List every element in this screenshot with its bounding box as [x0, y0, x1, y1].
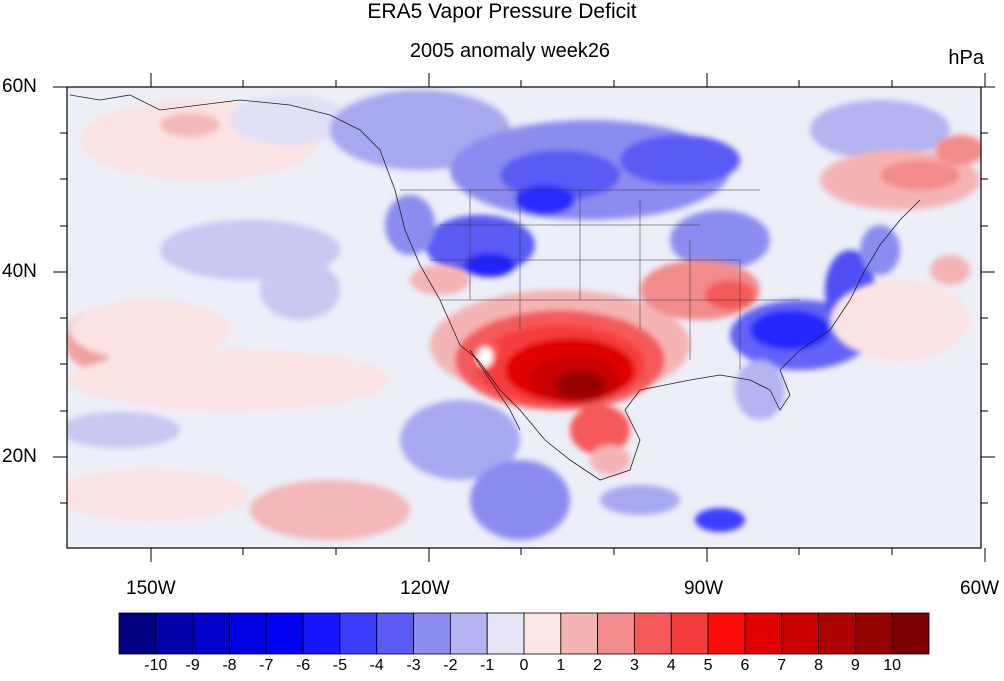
lon-label-150w: 150W: [126, 578, 176, 599]
colorbar-swatch: [707, 612, 746, 655]
colorbar-tick-label: -2: [443, 657, 458, 674]
colorbar-swatch: [597, 612, 635, 655]
colorbar-swatch: [265, 612, 304, 655]
colorbar-swatch: [891, 612, 930, 655]
colorbar-tick-label: -4: [369, 657, 384, 674]
colorbar-swatch: [229, 612, 267, 655]
colorbar-swatch: [449, 612, 488, 655]
colorbar-swatch: [486, 612, 525, 655]
colorbar-swatch: [781, 612, 819, 655]
colorbar-tick-label: 1: [556, 657, 566, 674]
colorbar-swatch: [634, 612, 672, 655]
units-label: hPa: [948, 47, 984, 69]
colorbar-tick-label: 7: [777, 657, 787, 674]
colorbar-tick-label: 5: [703, 657, 713, 674]
colorbar-tick-label: 10: [883, 657, 902, 674]
map-title: ERA5 Vapor Pressure Deficit: [367, 0, 637, 23]
colorbar-swatch: [155, 612, 194, 655]
colorbar-tick-label: 2: [593, 657, 603, 674]
colorbar-tick-label: -9: [185, 657, 200, 674]
colorbar-swatch: [192, 612, 230, 655]
colorbar-swatch: [376, 612, 414, 655]
colorbar: [118, 612, 930, 655]
colorbar-tick-label: 3: [630, 657, 639, 674]
colorbar-swatch: [560, 612, 599, 655]
colorbar-swatch: [854, 612, 893, 655]
lon-label-60w: 60W: [960, 578, 1000, 599]
colorbar-tick-label: 4: [666, 657, 676, 674]
lat-label-40n: 40N: [2, 261, 37, 282]
colorbar-swatch: [744, 612, 783, 655]
colorbar-tick-label: -7: [259, 657, 274, 674]
colorbar-tick-label: -3: [406, 657, 421, 674]
coastline: [69, 94, 921, 481]
colorbar-swatch: [670, 612, 709, 655]
colorbar-tick-label: 9: [850, 657, 860, 674]
lat-label-20n: 20N: [2, 446, 37, 467]
state-borders: [400, 189, 800, 370]
colorbar-tick-label: 8: [814, 657, 823, 674]
colorbar-swatch: [818, 612, 856, 655]
lon-label-90w: 90W: [684, 578, 724, 599]
colorbar-swatch: [339, 612, 378, 655]
map-subtitle: 2005 anomaly week26: [409, 40, 611, 62]
lat-label-60n: 60N: [2, 76, 37, 97]
axis-ticks: [53, 73, 995, 562]
colorbar-tick-label: -10: [144, 657, 168, 674]
colorbar-tick-label: -8: [222, 657, 237, 674]
colorbar-swatch: [302, 612, 341, 655]
colorbar-swatch: [413, 612, 451, 655]
colorbar-tick-label: -6: [295, 657, 311, 674]
colorbar-tick-label: -1: [480, 657, 495, 674]
lon-label-120w: 120W: [400, 578, 450, 599]
colorbar-swatch: [118, 612, 157, 655]
vpd-anomaly-field: [67, 87, 981, 548]
colorbar-swatch: [523, 612, 562, 655]
colorbar-tick-label: 6: [740, 657, 750, 674]
colorbar-tick-label: -5: [332, 657, 348, 674]
colorbar-tick-label: 0: [519, 657, 529, 674]
